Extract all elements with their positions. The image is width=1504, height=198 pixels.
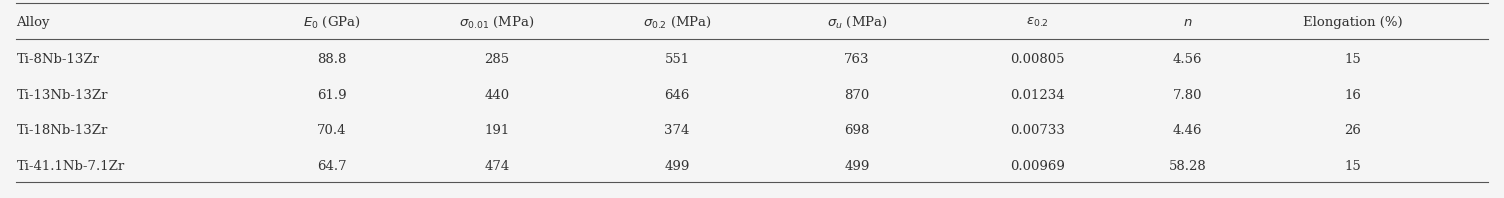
Text: Alloy: Alloy — [17, 16, 50, 29]
Text: 551: 551 — [665, 53, 689, 67]
Text: 285: 285 — [484, 53, 510, 67]
Text: 474: 474 — [484, 160, 510, 173]
Text: 61.9: 61.9 — [317, 89, 346, 102]
Text: 191: 191 — [484, 125, 510, 137]
Text: 16: 16 — [1345, 89, 1361, 102]
Text: 0.00733: 0.00733 — [1009, 125, 1065, 137]
Text: Ti-41.1Nb-7.1Zr: Ti-41.1Nb-7.1Zr — [17, 160, 125, 173]
Text: $n$: $n$ — [1182, 16, 1193, 29]
Text: 440: 440 — [484, 89, 510, 102]
Text: 26: 26 — [1345, 125, 1361, 137]
Text: $\sigma_u$ (MPa): $\sigma_u$ (MPa) — [827, 15, 887, 30]
Text: 88.8: 88.8 — [317, 53, 346, 67]
Text: Elongation (%): Elongation (%) — [1302, 16, 1402, 29]
Text: 70.4: 70.4 — [317, 125, 346, 137]
Text: 0.00969: 0.00969 — [1009, 160, 1065, 173]
Text: 15: 15 — [1345, 53, 1361, 67]
Text: Ti-13Nb-13Zr: Ti-13Nb-13Zr — [17, 89, 108, 102]
Text: 4.46: 4.46 — [1173, 125, 1202, 137]
Text: 698: 698 — [844, 125, 869, 137]
Text: $E_0$ (GPa): $E_0$ (GPa) — [302, 15, 361, 30]
Text: 763: 763 — [844, 53, 869, 67]
Text: Ti-8Nb-13Zr: Ti-8Nb-13Zr — [17, 53, 99, 67]
Text: $\sigma_{0.2}$ (MPa): $\sigma_{0.2}$ (MPa) — [642, 15, 711, 30]
Text: 4.56: 4.56 — [1173, 53, 1202, 67]
Text: $\sigma_{0.01}$ (MPa): $\sigma_{0.01}$ (MPa) — [459, 15, 534, 30]
Text: 7.80: 7.80 — [1173, 89, 1202, 102]
Text: 374: 374 — [665, 125, 690, 137]
Text: 15: 15 — [1345, 160, 1361, 173]
Text: 0.01234: 0.01234 — [1009, 89, 1065, 102]
Text: 499: 499 — [665, 160, 690, 173]
Text: 499: 499 — [844, 160, 869, 173]
Text: $\varepsilon_{0.2}$: $\varepsilon_{0.2}$ — [1026, 16, 1048, 29]
Text: 870: 870 — [844, 89, 869, 102]
Text: Ti-18Nb-13Zr: Ti-18Nb-13Zr — [17, 125, 108, 137]
Text: 64.7: 64.7 — [317, 160, 346, 173]
Text: 58.28: 58.28 — [1169, 160, 1206, 173]
Text: 0.00805: 0.00805 — [1011, 53, 1065, 67]
Text: 646: 646 — [665, 89, 690, 102]
